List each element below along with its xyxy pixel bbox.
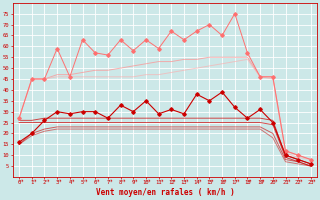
X-axis label: Vent moyen/en rafales ( km/h ): Vent moyen/en rafales ( km/h ) bbox=[96, 188, 234, 197]
